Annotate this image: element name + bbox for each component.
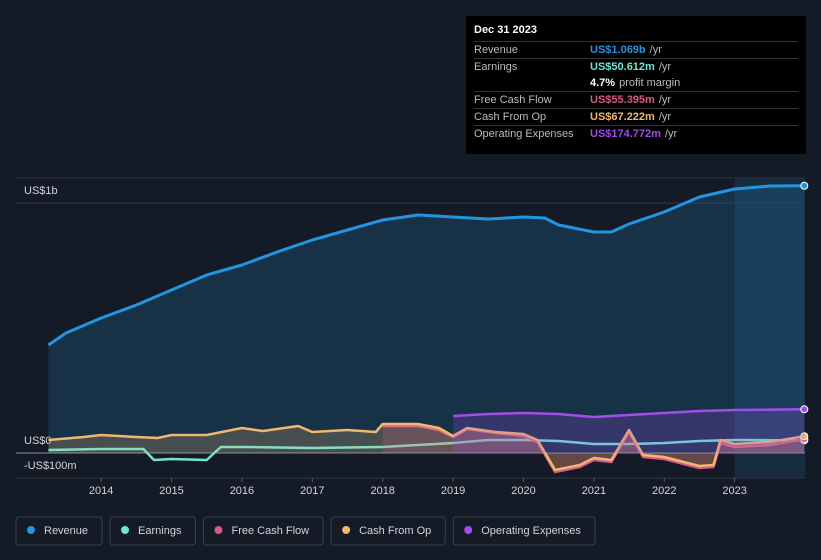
series-line xyxy=(47,184,805,347)
x-tick-label: 2019 xyxy=(441,485,465,497)
tooltip-label: Cash From Op xyxy=(474,111,547,123)
end-point xyxy=(800,181,809,190)
legend-label[interactable]: Revenue xyxy=(44,525,88,537)
tooltip-unit: /yr xyxy=(658,61,672,73)
series-area xyxy=(382,426,805,472)
tooltip-date: Dec 31 2023 xyxy=(474,24,537,36)
legend-box[interactable] xyxy=(15,516,103,546)
legend-label[interactable]: Earnings xyxy=(138,525,182,537)
tooltip-label: Revenue xyxy=(474,44,519,56)
y-tick-label: US$1b xyxy=(24,185,58,197)
series-line xyxy=(453,408,805,419)
legend-label[interactable]: Operating Expenses xyxy=(481,525,581,537)
legend-dot[interactable] xyxy=(121,526,130,534)
legend-item[interactable]: Revenue xyxy=(15,516,103,546)
tooltip-unit: /yr xyxy=(664,128,678,140)
end-point xyxy=(800,405,809,414)
tooltip-unit: profit margin xyxy=(619,77,681,89)
tooltip-value: US$67.222m xyxy=(590,111,655,123)
tooltip-row: Cash From Op US$67.222m/yr xyxy=(474,108,798,125)
legend-box[interactable] xyxy=(330,516,446,546)
tooltip-row: 4.7% profit margin xyxy=(474,75,798,91)
tooltip-value: US$55.395m xyxy=(590,94,655,106)
y-tick-label: US$0 xyxy=(24,435,52,447)
series-line xyxy=(48,422,805,472)
tooltip-value: US$1.069b xyxy=(590,44,646,56)
tooltip-value: 4.7% xyxy=(590,77,616,89)
tooltip-value: US$174.772m xyxy=(590,128,661,140)
x-tick-label: 2016 xyxy=(230,485,254,497)
legend-box[interactable] xyxy=(202,516,324,546)
x-tick-label: 2014 xyxy=(89,485,113,497)
x-tick-label: 2018 xyxy=(370,485,394,497)
legend-item[interactable]: Operating Expenses xyxy=(452,516,596,546)
legend-box[interactable] xyxy=(452,516,596,546)
tooltip-label: Free Cash Flow xyxy=(474,94,552,106)
legend-label[interactable]: Cash From Op xyxy=(359,525,431,537)
tooltip-row: Revenue US$1.069b/yr xyxy=(474,41,798,58)
tooltip-row: Free Cash Flow US$55.395m/yr xyxy=(474,91,798,108)
series-area xyxy=(453,409,805,453)
series-area xyxy=(48,185,805,454)
legend-dot[interactable] xyxy=(214,526,223,534)
x-tick-label: 2022 xyxy=(652,485,676,497)
tooltip-row: Operating Expenses US$174.772m/yr xyxy=(474,125,798,142)
tooltip: Dec 31 2023 Revenue US$1.069b/yr Earnings U… xyxy=(466,16,806,154)
legend-item[interactable]: Earnings xyxy=(109,516,196,546)
tooltip-value: US$50.612m xyxy=(590,61,655,73)
legend-box[interactable] xyxy=(109,516,196,546)
legend-item[interactable]: Cash From Op xyxy=(330,516,446,546)
y-tick-label: -US$100m xyxy=(24,460,77,472)
x-tick-label: 2023 xyxy=(722,485,746,497)
legend-dot[interactable] xyxy=(464,526,473,534)
tooltip-unit: /yr xyxy=(658,111,672,123)
series-line xyxy=(48,438,805,462)
tooltip-row: Earnings US$50.612m/yr xyxy=(474,58,798,75)
highlight-band xyxy=(734,178,805,478)
tooltip-unit: /yr xyxy=(658,94,672,106)
end-point xyxy=(800,432,809,441)
legend-label[interactable]: Free Cash Flow xyxy=(231,525,309,537)
x-tick-label: 2020 xyxy=(511,485,535,497)
legend-dot[interactable] xyxy=(27,526,35,534)
x-tick-label: 2021 xyxy=(582,485,606,497)
tooltip-label: Earnings xyxy=(474,61,518,73)
series-area xyxy=(48,424,805,470)
legend-dot[interactable] xyxy=(342,526,351,534)
tooltip-label: Operating Expenses xyxy=(474,128,574,140)
tooltip-unit: /yr xyxy=(649,44,662,56)
x-tick-label: 2015 xyxy=(159,485,183,497)
legend-item[interactable]: Free Cash Flow xyxy=(202,516,324,546)
x-tick-label: 2017 xyxy=(300,485,324,497)
